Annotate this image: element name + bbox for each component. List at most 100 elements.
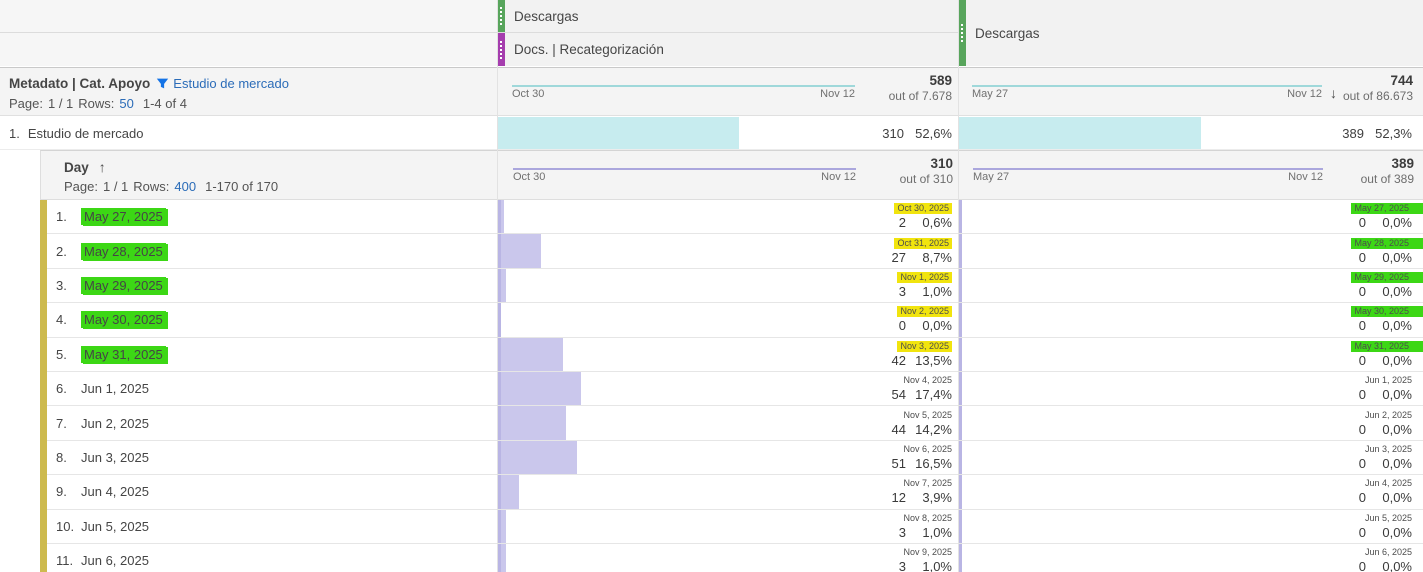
cell-descargas[interactable]: Oct 30, 2025 2 0,6% <box>497 200 958 234</box>
table-row[interactable]: 10. Jun 5, 2025 Nov 8, 2025 3 1,0% <box>40 509 1423 544</box>
table-row[interactable]: 2. May 28, 2025 Oct 31, 2025 27 8,7% <box>40 234 1423 269</box>
cell-descargas-2[interactable]: Jun 4, 2025 0 0,0% <box>958 475 1423 509</box>
row-date-label: May 27, 2025 <box>81 208 166 226</box>
cell-descargas-2[interactable]: Jun 6, 2025 0 0,0% <box>958 543 1423 572</box>
rows-per-page-link[interactable]: 400 <box>174 179 197 194</box>
row-date-label: Jun 6, 2025 <box>81 553 149 569</box>
cell-value: 0 <box>1358 455 1366 471</box>
bar-axis <box>497 440 501 475</box>
table-row[interactable]: 9. Jun 4, 2025 Nov 7, 2025 12 3,9% <box>40 475 1423 510</box>
table-row[interactable]: 7. Jun 2, 2025 Nov 5, 2025 44 14,2% <box>40 406 1423 441</box>
cell-descargas[interactable]: Nov 4, 2025 54 17,4% <box>497 371 958 406</box>
column-total[interactable]: 589 out of 7.678 <box>889 73 952 103</box>
cell-descargas-2[interactable]: Jun 1, 2025 0 0,0% <box>958 371 1423 406</box>
cell-descargas[interactable]: Nov 7, 2025 12 3,9% <box>497 475 958 509</box>
value-bar <box>501 440 578 475</box>
table-row[interactable]: 11. Jun 6, 2025 Nov 9, 2025 3 1,0% <box>40 543 1423 572</box>
cell-descargas-2[interactable]: May 27, 2025 0 0,0% <box>958 200 1423 234</box>
metric-header-docs-recategorizacion[interactable]: Docs. | Recategorización <box>498 33 957 66</box>
cell-descargas-2[interactable]: Jun 2, 2025 0 0,0% <box>958 406 1423 440</box>
metric-header-descargas-1[interactable]: Descargas <box>498 0 957 32</box>
cell-percent: 0,6% <box>922 215 952 231</box>
bar-axis <box>958 543 962 572</box>
cell-descargas[interactable]: Nov 6, 2025 51 16,5% <box>497 440 958 475</box>
table-row[interactable]: 3. May 29, 2025 Nov 1, 2025 3 1,0% <box>40 268 1423 304</box>
page-value: 1 / 1 <box>47 96 74 111</box>
cell-percent: 3,9% <box>922 490 952 506</box>
metric-accent-green <box>498 0 505 32</box>
cell-descargas-2[interactable]: Jun 5, 2025 0 0,0% <box>958 509 1423 543</box>
bar-axis <box>958 303 962 337</box>
bar-axis <box>958 475 962 509</box>
cell-descargas-2[interactable]: May 29, 2025 0 0,0% <box>958 268 1423 303</box>
cell-descargas-2[interactable]: May 30, 2025 0 0,0% <box>958 303 1423 337</box>
cell-descargas-2[interactable]: May 31, 2025 0 0,0% <box>958 337 1423 371</box>
breakdown-dimension-title[interactable]: Day <box>64 159 89 175</box>
cell-value: 0 <box>1358 352 1366 368</box>
cell-percent: 16,5% <box>915 455 952 471</box>
spark-start-label: Oct 30 <box>512 88 545 100</box>
pagination: Page: 1 / 1 Rows: 50 1-4 of 4 <box>9 96 497 111</box>
spark-start-label: May 27 <box>972 88 1009 100</box>
dimension-title[interactable]: Metadato | Cat. Apoyo <box>9 76 151 91</box>
column-total[interactable]: 389 out of 389 <box>1361 156 1414 186</box>
cell-date-annotation: Nov 5, 2025 <box>903 409 952 420</box>
cell-descargas[interactable]: Nov 3, 2025 42 13,5% <box>497 337 958 371</box>
cell-percent: 0,0% <box>1382 455 1412 471</box>
filter-chip[interactable]: Estudio de mercado <box>156 76 289 91</box>
row-index: 3. <box>56 277 67 293</box>
table-row[interactable]: 4. May 30, 2025 Nov 2, 2025 0 0,0% <box>40 303 1423 338</box>
cell-percent: 0,0% <box>1382 559 1412 572</box>
cell-percent: 0,0% <box>1382 421 1412 437</box>
cell-descargas[interactable]: Nov 1, 2025 3 1,0% <box>497 268 958 303</box>
sort-ascending-icon[interactable]: ↑ <box>98 159 106 175</box>
cell-value: 51 <box>891 455 906 471</box>
cell-percent: 0,0% <box>1382 490 1412 506</box>
cell-descargas[interactable]: Nov 5, 2025 44 14,2% <box>497 406 958 440</box>
cell-descargas[interactable]: Nov 9, 2025 3 1,0% <box>497 543 958 572</box>
row-index: 10. <box>56 518 75 534</box>
cell-percent: 0,0% <box>1382 524 1412 540</box>
row-date-label: Jun 3, 2025 <box>81 449 149 465</box>
cell-descargas[interactable]: Oct 31, 2025 27 8,7% <box>497 234 958 268</box>
sort-descending-icon[interactable]: ↓ <box>1330 85 1337 101</box>
table-row[interactable]: 5. May 31, 2025 Nov 3, 2025 42 13,5% <box>40 337 1423 372</box>
cell-date-annotation: Nov 9, 2025 <box>903 547 952 558</box>
cell-descargas-2[interactable]: May 28, 2025 0 0,0% <box>958 234 1423 268</box>
metric-header-descargas-2[interactable]: Descargas <box>959 0 1423 66</box>
row-date-label: May 28, 2025 <box>81 242 166 260</box>
spark-end-label: Nov 12 <box>820 88 855 100</box>
value-bar <box>501 406 567 440</box>
bar-axis <box>958 234 962 268</box>
breakdown-summary-2: May 27 Nov 12 389 out of 389 <box>959 151 1423 199</box>
breakdown-summary-1: Oct 30 Nov 12 310 out of 310 <box>498 151 959 199</box>
column-total[interactable]: 310 out of 310 <box>900 156 953 186</box>
cell-descargas[interactable]: Nov 8, 2025 3 1,0% <box>497 509 958 543</box>
table-row[interactable]: 6. Jun 1, 2025 Nov 4, 2025 54 17,4% <box>40 371 1423 407</box>
table-row[interactable]: 8. Jun 3, 2025 Nov 6, 2025 51 16,5% <box>40 440 1423 476</box>
row-index: 4. <box>56 312 67 328</box>
table-row[interactable]: 1. May 27, 2025 Oct 30, 2025 2 0,6% <box>40 200 1423 235</box>
total-value: 589 <box>929 73 952 88</box>
column-divider <box>497 0 498 572</box>
metric-header-divider <box>0 32 958 33</box>
row-date-label: Jun 5, 2025 <box>81 518 150 534</box>
cell-value: 27 <box>891 249 906 265</box>
page-label: Page: <box>64 179 98 194</box>
cell-value: 0 <box>1358 318 1366 334</box>
column-total[interactable]: 744 out of 86.673 <box>1343 73 1413 103</box>
metric-accent-green <box>959 0 966 66</box>
cell-descargas[interactable]: Nov 2, 2025 0 0,0% <box>497 303 958 337</box>
table-row-estudio-de-mercado[interactable]: 1. Estudio de mercado 310 52,6% 389 52,3… <box>0 117 1423 150</box>
drag-handle-icon <box>500 7 502 25</box>
bar-axis <box>497 509 501 543</box>
parent-cell-descargas-2[interactable]: 389 52,3% <box>958 117 1423 149</box>
cell-date-annotation: Oct 30, 2025 <box>894 203 952 215</box>
cell-date-annotation: May 29, 2025 <box>1351 271 1412 283</box>
parent-cell-descargas[interactable]: 310 52,6% <box>497 117 958 149</box>
cell-descargas-2[interactable]: Jun 3, 2025 0 0,0% <box>958 440 1423 475</box>
cell-percent: 1,0% <box>922 524 952 540</box>
bar-axis <box>958 406 962 440</box>
dimension-header-left: Metadato | Cat. Apoyo Estudio de mercado… <box>0 68 497 115</box>
rows-per-page-link[interactable]: 50 <box>119 96 134 111</box>
